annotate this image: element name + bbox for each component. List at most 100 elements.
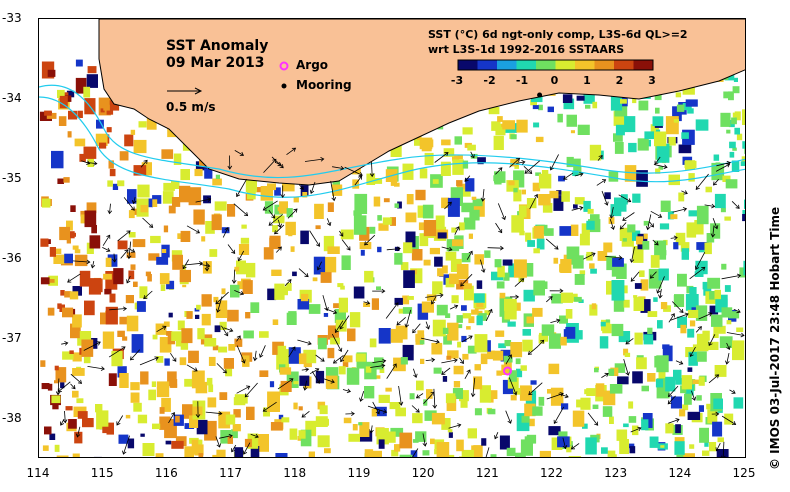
sst-cell [159, 416, 171, 430]
current-vector [236, 335, 241, 342]
legend-mooring-label: Mooring [296, 78, 352, 92]
current-vector [695, 173, 709, 190]
current-vector [75, 426, 81, 438]
sst-cell [128, 210, 135, 219]
current-vector [156, 325, 167, 333]
sst-cell [155, 453, 164, 457]
sst-cell [133, 402, 142, 412]
sst-cell [303, 349, 317, 364]
sst-cell [382, 217, 392, 225]
current-vector [656, 276, 665, 294]
sst-cell [128, 270, 135, 280]
current-vector [695, 252, 706, 270]
sst-cell [550, 387, 564, 406]
colorbar-border [457, 59, 654, 71]
sst-cell [263, 247, 274, 260]
sst-cell [106, 127, 112, 133]
sst-cell [660, 302, 668, 310]
argo-float[interactable] [503, 366, 512, 376]
sst-cell [641, 385, 649, 392]
current-vector [587, 412, 599, 426]
sst-cell [650, 124, 659, 136]
map-frame[interactable] [38, 18, 746, 458]
sst-cell [662, 344, 670, 349]
sst-cell [119, 316, 132, 325]
sst-cell [279, 201, 288, 214]
sst-cell [516, 368, 523, 378]
sst-cell [590, 214, 600, 226]
sst-cell [342, 359, 349, 368]
sst-cell [513, 302, 521, 311]
sst-cell [742, 141, 745, 149]
sst-cell [189, 415, 199, 428]
sst-cell [308, 304, 321, 314]
sst-cell [731, 160, 740, 172]
sst-cell [289, 428, 298, 440]
sst-cell [520, 439, 533, 456]
current-vector [304, 157, 325, 162]
sst-cell [686, 222, 697, 238]
sst-cell [148, 389, 156, 401]
sst-cell [103, 104, 110, 111]
sst-cell [468, 316, 475, 324]
sst-cell [171, 440, 184, 449]
sst-cell [452, 239, 464, 247]
sst-cell [259, 331, 269, 338]
sst-cell [107, 254, 118, 267]
sst-cell [720, 112, 731, 127]
sst-cell [400, 357, 408, 365]
sst-cell [590, 268, 597, 274]
argo-float-marker [503, 366, 512, 376]
sst-cell [468, 233, 473, 239]
mooring[interactable] [537, 92, 543, 98]
current-vector [372, 401, 380, 415]
sst-cell [244, 438, 252, 448]
sst-cell [488, 107, 500, 115]
sst-cell [443, 148, 455, 157]
sst-cell [398, 308, 406, 314]
sst-cell [723, 91, 729, 99]
sst-cell [84, 300, 95, 316]
sst-cell [40, 277, 50, 285]
sst-cell [533, 225, 544, 239]
sst-cell [186, 311, 193, 319]
sst-cell [352, 424, 358, 431]
sst-cell [227, 204, 236, 217]
current-vector [339, 315, 350, 330]
sst-cell [77, 110, 83, 118]
sst-cell [343, 355, 353, 363]
sst-cell [498, 343, 506, 349]
sst-cell [415, 431, 427, 442]
sst-cell [495, 123, 506, 136]
sst-cell [487, 408, 496, 415]
sst-cell [688, 173, 695, 182]
sst-cell [227, 309, 239, 322]
current-vector [710, 225, 716, 238]
current-vector [90, 261, 96, 269]
sst-cell [374, 375, 381, 379]
sst-cell [474, 408, 482, 416]
sst-cell [729, 151, 735, 158]
sst-cell [95, 404, 103, 413]
current-vector [415, 393, 424, 399]
sst-cell [240, 237, 250, 244]
sst-cell [188, 187, 202, 206]
longitude-tick-label: 123 [604, 466, 628, 480]
sst-cell [720, 207, 726, 213]
sst-cell [448, 432, 453, 438]
current-vector [441, 246, 453, 252]
sst-cell [228, 344, 236, 351]
sst-cell [520, 365, 527, 371]
current-vector [537, 339, 545, 347]
sst-cell [508, 370, 517, 382]
sst-cell [364, 270, 374, 283]
sst-cell [161, 397, 171, 412]
sst-cell [138, 121, 147, 128]
sst-cell [70, 323, 81, 339]
sst-cell [732, 147, 737, 151]
sst-cell [53, 254, 65, 264]
sst-cell [171, 180, 180, 189]
current-vector [459, 357, 464, 364]
sst-cell [602, 323, 612, 334]
sst-cell [109, 100, 120, 111]
